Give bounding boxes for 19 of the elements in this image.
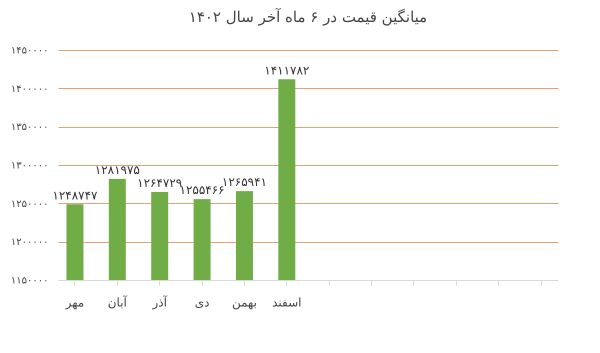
y-tick-label: ۱۴۵۰۰۰۰ xyxy=(10,46,48,56)
x-tick-label: اسفند xyxy=(272,296,302,310)
y-tick-label: ۱۲۵۰۰۰۰ xyxy=(10,198,48,210)
data-label: ۱۲۸۱۹۷۵ xyxy=(94,162,140,177)
chart-title: میانگین قیمت در ۶ ماه آخر سال ۱۴۰۲ xyxy=(188,7,428,26)
x-tick-label: دی xyxy=(194,296,210,310)
x-tick-label: آذر xyxy=(151,294,168,310)
y-tick-label: ۱۳۰۰۰۰۰ xyxy=(10,160,48,172)
y-tick-label: ۱۳۵۰۰۰۰ xyxy=(10,122,48,134)
data-label: ۱۲۶۵۹۴۱ xyxy=(222,175,268,190)
y-tick-label: ۱۴۰۰۰۰۰ xyxy=(10,84,48,95)
data-label: ۱۴۱۱۷۸۲ xyxy=(264,63,310,78)
x-tick-label: آبان xyxy=(108,294,128,310)
x-tick-label: مهر xyxy=(64,296,84,310)
y-tick-label: ۱۲۰۰۰۰۰ xyxy=(10,237,48,248)
y-tick-label: ۱۱۵۰۰۰۰ xyxy=(10,276,48,286)
data-label: ۱۲۶۴۷۲۹ xyxy=(137,176,182,190)
data-label: ۱۲۴۸۷۴۷ xyxy=(52,188,98,202)
x-tick-label: بهمن xyxy=(232,296,257,310)
